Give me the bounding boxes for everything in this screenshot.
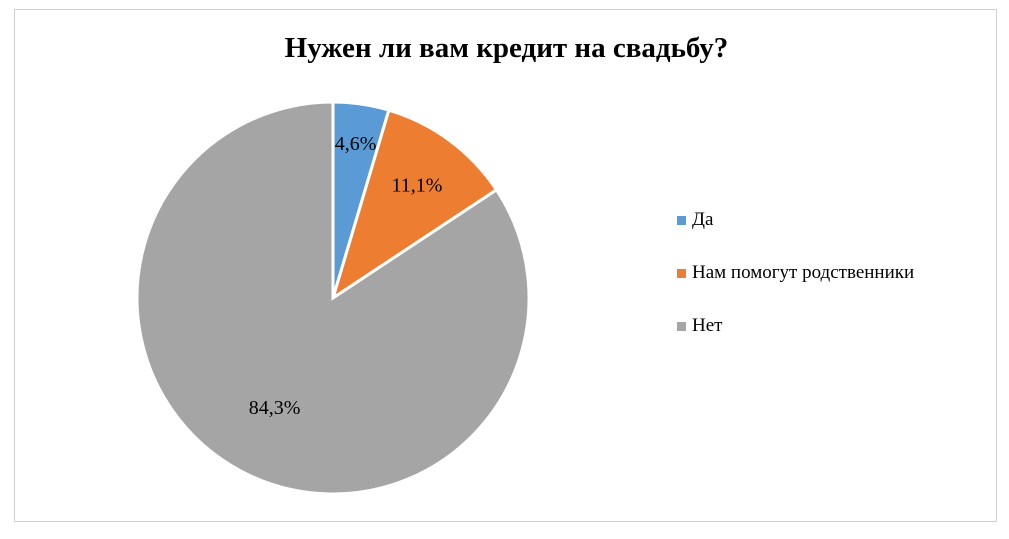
pie-slice-no — [135, 100, 531, 496]
legend-label-no: Нет — [692, 315, 723, 336]
legend: Да Нам помогут родственники Нет — [677, 206, 914, 365]
legend-swatch-relatives — [677, 268, 686, 278]
legend-swatch-no — [677, 321, 686, 331]
pie-slice-relatives — [330, 108, 499, 302]
data-label-relatives: 11,1% — [392, 175, 443, 197]
legend-swatch-yes — [677, 215, 686, 225]
chart-frame: Нужен ли вам кредит на свадьбу? 4,6% 11,1… — [14, 9, 997, 522]
legend-item-no: Нет — [677, 312, 914, 340]
chart-title: Нужен ли вам кредит на свадьбу? — [284, 32, 729, 64]
legend-item-yes: Да — [677, 206, 914, 234]
legend-item-relatives: Нам помогут родственники — [677, 259, 914, 287]
data-label-yes: 4,6% — [335, 133, 377, 155]
data-label-no: 84,3% — [249, 397, 301, 419]
legend-label-yes: Да — [692, 209, 714, 230]
pie-chart: 4,6% 11,1% 84,3% — [135, 100, 531, 496]
legend-label-relatives: Нам помогут родственники — [692, 262, 915, 283]
